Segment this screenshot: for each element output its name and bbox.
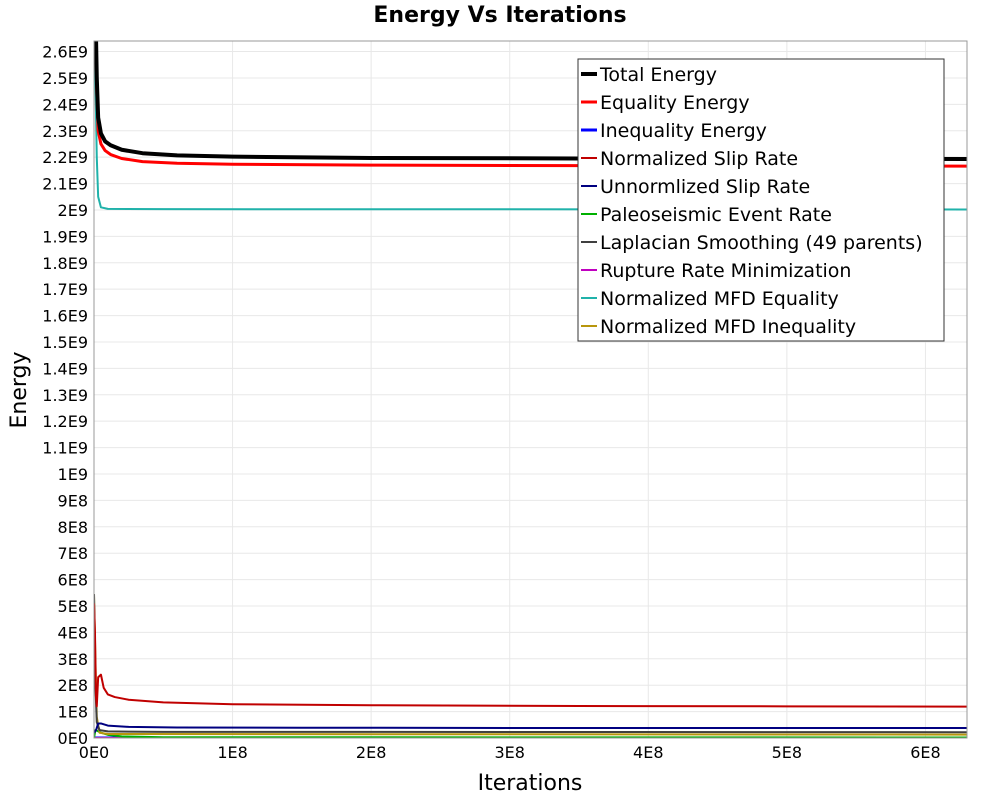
legend-label: Paleoseismic Event Rate bbox=[600, 204, 832, 226]
x-tick-label: 5E8 bbox=[772, 743, 802, 762]
y-tick-label: 2.1E9 bbox=[42, 175, 88, 194]
y-tick-label: 2.4E9 bbox=[42, 95, 88, 114]
legend-label: Total Energy bbox=[599, 64, 717, 86]
series-line-normalized-slip-rate bbox=[94, 603, 967, 708]
y-tick-label: 2.2E9 bbox=[42, 148, 88, 167]
x-tick-label: 4E8 bbox=[633, 743, 663, 762]
y-tick-label: 1.2E9 bbox=[42, 412, 88, 431]
y-tick-label: 1.8E9 bbox=[42, 254, 88, 273]
y-tick-label: 1.1E9 bbox=[42, 439, 88, 458]
y-tick-label: 7E8 bbox=[58, 544, 88, 563]
y-tick-label: 9E8 bbox=[58, 491, 88, 510]
x-tick-label: 0E0 bbox=[79, 743, 109, 762]
legend-label: Equality Energy bbox=[600, 92, 750, 114]
legend-label: Unnormlized Slip Rate bbox=[600, 176, 810, 198]
y-tick-label: 1E8 bbox=[58, 703, 88, 722]
x-tick-label: 3E8 bbox=[494, 743, 524, 762]
y-tick-label: 6E8 bbox=[58, 571, 88, 590]
x-axis-label: Iterations bbox=[478, 771, 583, 796]
y-tick-label: 8E8 bbox=[58, 518, 88, 537]
legend: Total Energy Equality Energy Inequality En… bbox=[577, 58, 945, 342]
y-axis-label: Energy bbox=[7, 351, 32, 428]
legend-items: Total Energy Equality Energy Inequality En… bbox=[581, 64, 923, 338]
legend-label: Normalized MFD Inequality bbox=[600, 316, 856, 338]
legend-label: Inequality Energy bbox=[600, 120, 767, 142]
x-tick-label: 2E8 bbox=[356, 743, 386, 762]
y-tick-label: 5E8 bbox=[58, 597, 88, 616]
series-line-total-energy bbox=[94, 41, 967, 162]
series-layer bbox=[94, 41, 967, 738]
y-tick-label: 1.4E9 bbox=[42, 359, 88, 378]
y-tick-label: 0E0 bbox=[58, 729, 88, 748]
y-tick-label: 1.9E9 bbox=[42, 227, 88, 246]
x-tick-label: 1E8 bbox=[217, 743, 247, 762]
y-tick-label: 2E9 bbox=[58, 201, 88, 220]
legend-label: Laplacian Smoothing (49 parents) bbox=[600, 232, 923, 254]
plot-area-border bbox=[93, 40, 968, 739]
x-tick-label: 6E8 bbox=[910, 743, 940, 762]
y-tick-label: 2E8 bbox=[58, 676, 88, 695]
y-tick-label: 1.6E9 bbox=[42, 307, 88, 326]
y-tick-label: 2.5E9 bbox=[42, 69, 88, 88]
y-axis-ticks: 0E0 1E8 2E8 3E8 4E8 5E8 6E8 7E8 8E8 9E8 1E9 1.1E9 1.… bbox=[42, 43, 88, 748]
y-tick-label: 1E9 bbox=[58, 465, 88, 484]
y-tick-label: 1.5E9 bbox=[42, 333, 88, 352]
legend-label: Rupture Rate Minimization bbox=[600, 260, 851, 282]
y-tick-label: 3E8 bbox=[58, 650, 88, 669]
legend-label: Normalized MFD Equality bbox=[600, 288, 839, 310]
x-axis-ticks: 0E0 1E8 2E8 3E8 4E8 5E8 6E8 bbox=[79, 743, 941, 762]
series-line-unnormlized-slip-rate bbox=[94, 722, 967, 734]
y-tick-label: 1.3E9 bbox=[42, 386, 88, 405]
y-tick-label: 1.7E9 bbox=[42, 280, 88, 299]
legend-box bbox=[577, 58, 945, 342]
y-tick-label: 4E8 bbox=[58, 623, 88, 642]
y-tick-label: 2.3E9 bbox=[42, 122, 88, 141]
y-tick-label: 2.6E9 bbox=[42, 43, 88, 62]
chart-title: Energy Vs Iterations bbox=[373, 3, 626, 28]
legend-label: Normalized Slip Rate bbox=[600, 148, 798, 170]
